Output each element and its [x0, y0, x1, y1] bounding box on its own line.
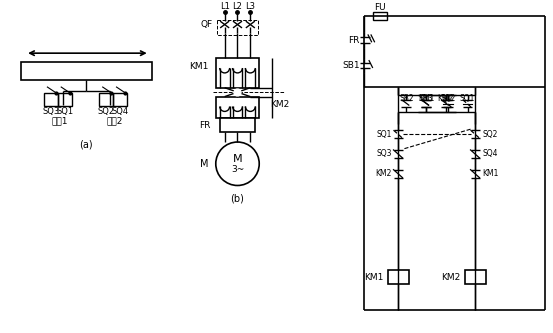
Text: FR: FR: [348, 36, 360, 45]
Text: KM1: KM1: [190, 63, 209, 72]
Bar: [58, 93, 72, 107]
Text: KM2: KM2: [441, 273, 461, 282]
Text: SB3: SB3: [419, 94, 434, 103]
Text: FR: FR: [200, 121, 211, 130]
Bar: [388, 270, 409, 284]
Bar: [373, 12, 387, 20]
Text: L1: L1: [220, 2, 229, 11]
Text: SQ2: SQ2: [440, 94, 456, 103]
Text: KM1: KM1: [364, 273, 384, 282]
Circle shape: [216, 142, 259, 185]
Bar: [99, 93, 113, 107]
Text: KM1: KM1: [482, 169, 499, 178]
Text: KM2: KM2: [437, 94, 454, 103]
Text: SQ4: SQ4: [112, 107, 128, 116]
Bar: [216, 97, 259, 118]
Text: QF: QF: [201, 20, 213, 29]
Bar: [220, 118, 255, 132]
Text: SQ2: SQ2: [98, 107, 114, 116]
Bar: [21, 62, 152, 80]
Text: SB2: SB2: [399, 94, 414, 103]
Text: L2: L2: [233, 2, 242, 11]
Bar: [113, 93, 127, 107]
Text: M: M: [233, 154, 242, 164]
Text: SQ3: SQ3: [376, 150, 392, 159]
Text: SQ1: SQ1: [460, 94, 475, 103]
Text: SQ4: SQ4: [482, 150, 498, 159]
Bar: [216, 58, 259, 88]
Text: KM1: KM1: [418, 94, 434, 103]
Text: KM2: KM2: [375, 169, 392, 178]
Text: SQ1: SQ1: [376, 130, 392, 139]
Text: SQ2: SQ2: [482, 130, 498, 139]
Text: L3: L3: [246, 2, 255, 11]
Text: SQ3: SQ3: [42, 107, 60, 116]
Text: 位置2: 位置2: [107, 117, 123, 126]
Text: FU: FU: [374, 3, 385, 12]
Bar: [465, 270, 486, 284]
Text: M: M: [200, 159, 209, 169]
Text: 3~: 3~: [231, 165, 244, 174]
Bar: [44, 93, 58, 107]
Text: (b): (b): [231, 193, 244, 203]
Text: SB1: SB1: [342, 61, 360, 70]
Text: SQ1: SQ1: [56, 107, 73, 116]
Text: (a): (a): [80, 139, 93, 149]
Text: KM2: KM2: [270, 100, 289, 109]
Text: 位置1: 位置1: [51, 117, 68, 126]
